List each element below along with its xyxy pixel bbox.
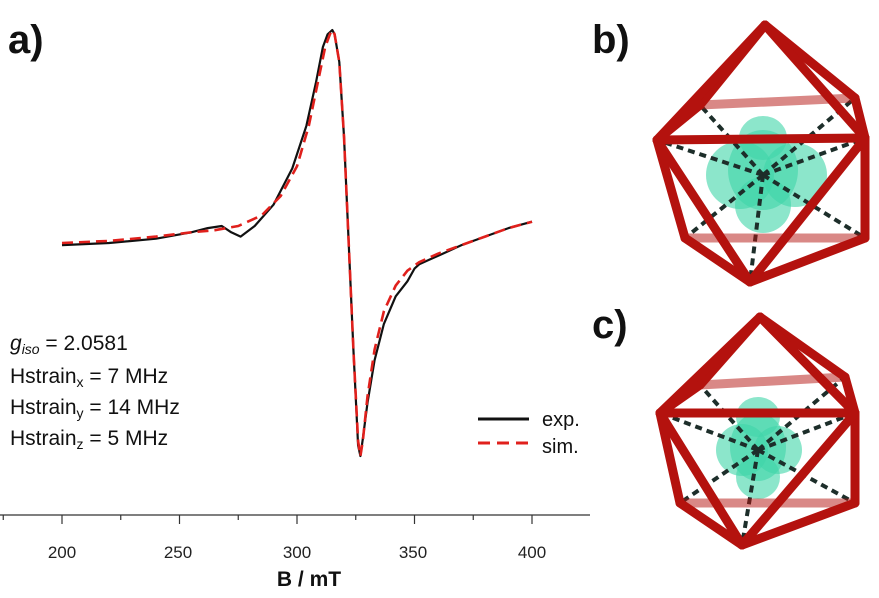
cage-edges-c [655, 312, 860, 550]
g-value: = 2.0581 [39, 332, 128, 355]
series-sim-line [61, 28, 533, 458]
legend-label-sim: sim. [542, 436, 579, 458]
x-tick-label-400: 400 [517, 543, 547, 562]
x-tick-label-250: 250 [163, 543, 193, 562]
g-subscript: iso [21, 341, 40, 357]
epr-spectrum-chart [0, 28, 590, 524]
chart-series [61, 28, 533, 458]
cage-structure-b [652, 20, 870, 287]
panel-label-a: a) [8, 18, 44, 62]
x-axis-label: B / mT [276, 568, 342, 591]
panel-label-b: b) [592, 18, 630, 62]
x-axis-ticks [2, 515, 533, 524]
dashed-bonds-c [659, 375, 856, 546]
param-g-iso: giso = 2.0581 [10, 333, 128, 356]
g-symbol: g [10, 332, 22, 355]
panel-label-c: c) [592, 303, 628, 347]
x-tick-label-200: 200 [47, 543, 77, 562]
cage-edges-b [652, 20, 870, 287]
cage-structure-c [655, 312, 860, 550]
x-tick-label-350: 350 [398, 543, 428, 562]
param-hstrain-z: Hstrainz = 5 MHz [10, 427, 169, 452]
legend-label-exp: exp. [542, 409, 580, 431]
series-exp-line [61, 28, 533, 458]
x-tick-label-300: 300 [282, 543, 312, 562]
param-hstrain-y: Hstrainy = 14 MHz [10, 396, 180, 421]
param-hstrain-x: Hstrainx = 7 MHz [10, 365, 169, 390]
